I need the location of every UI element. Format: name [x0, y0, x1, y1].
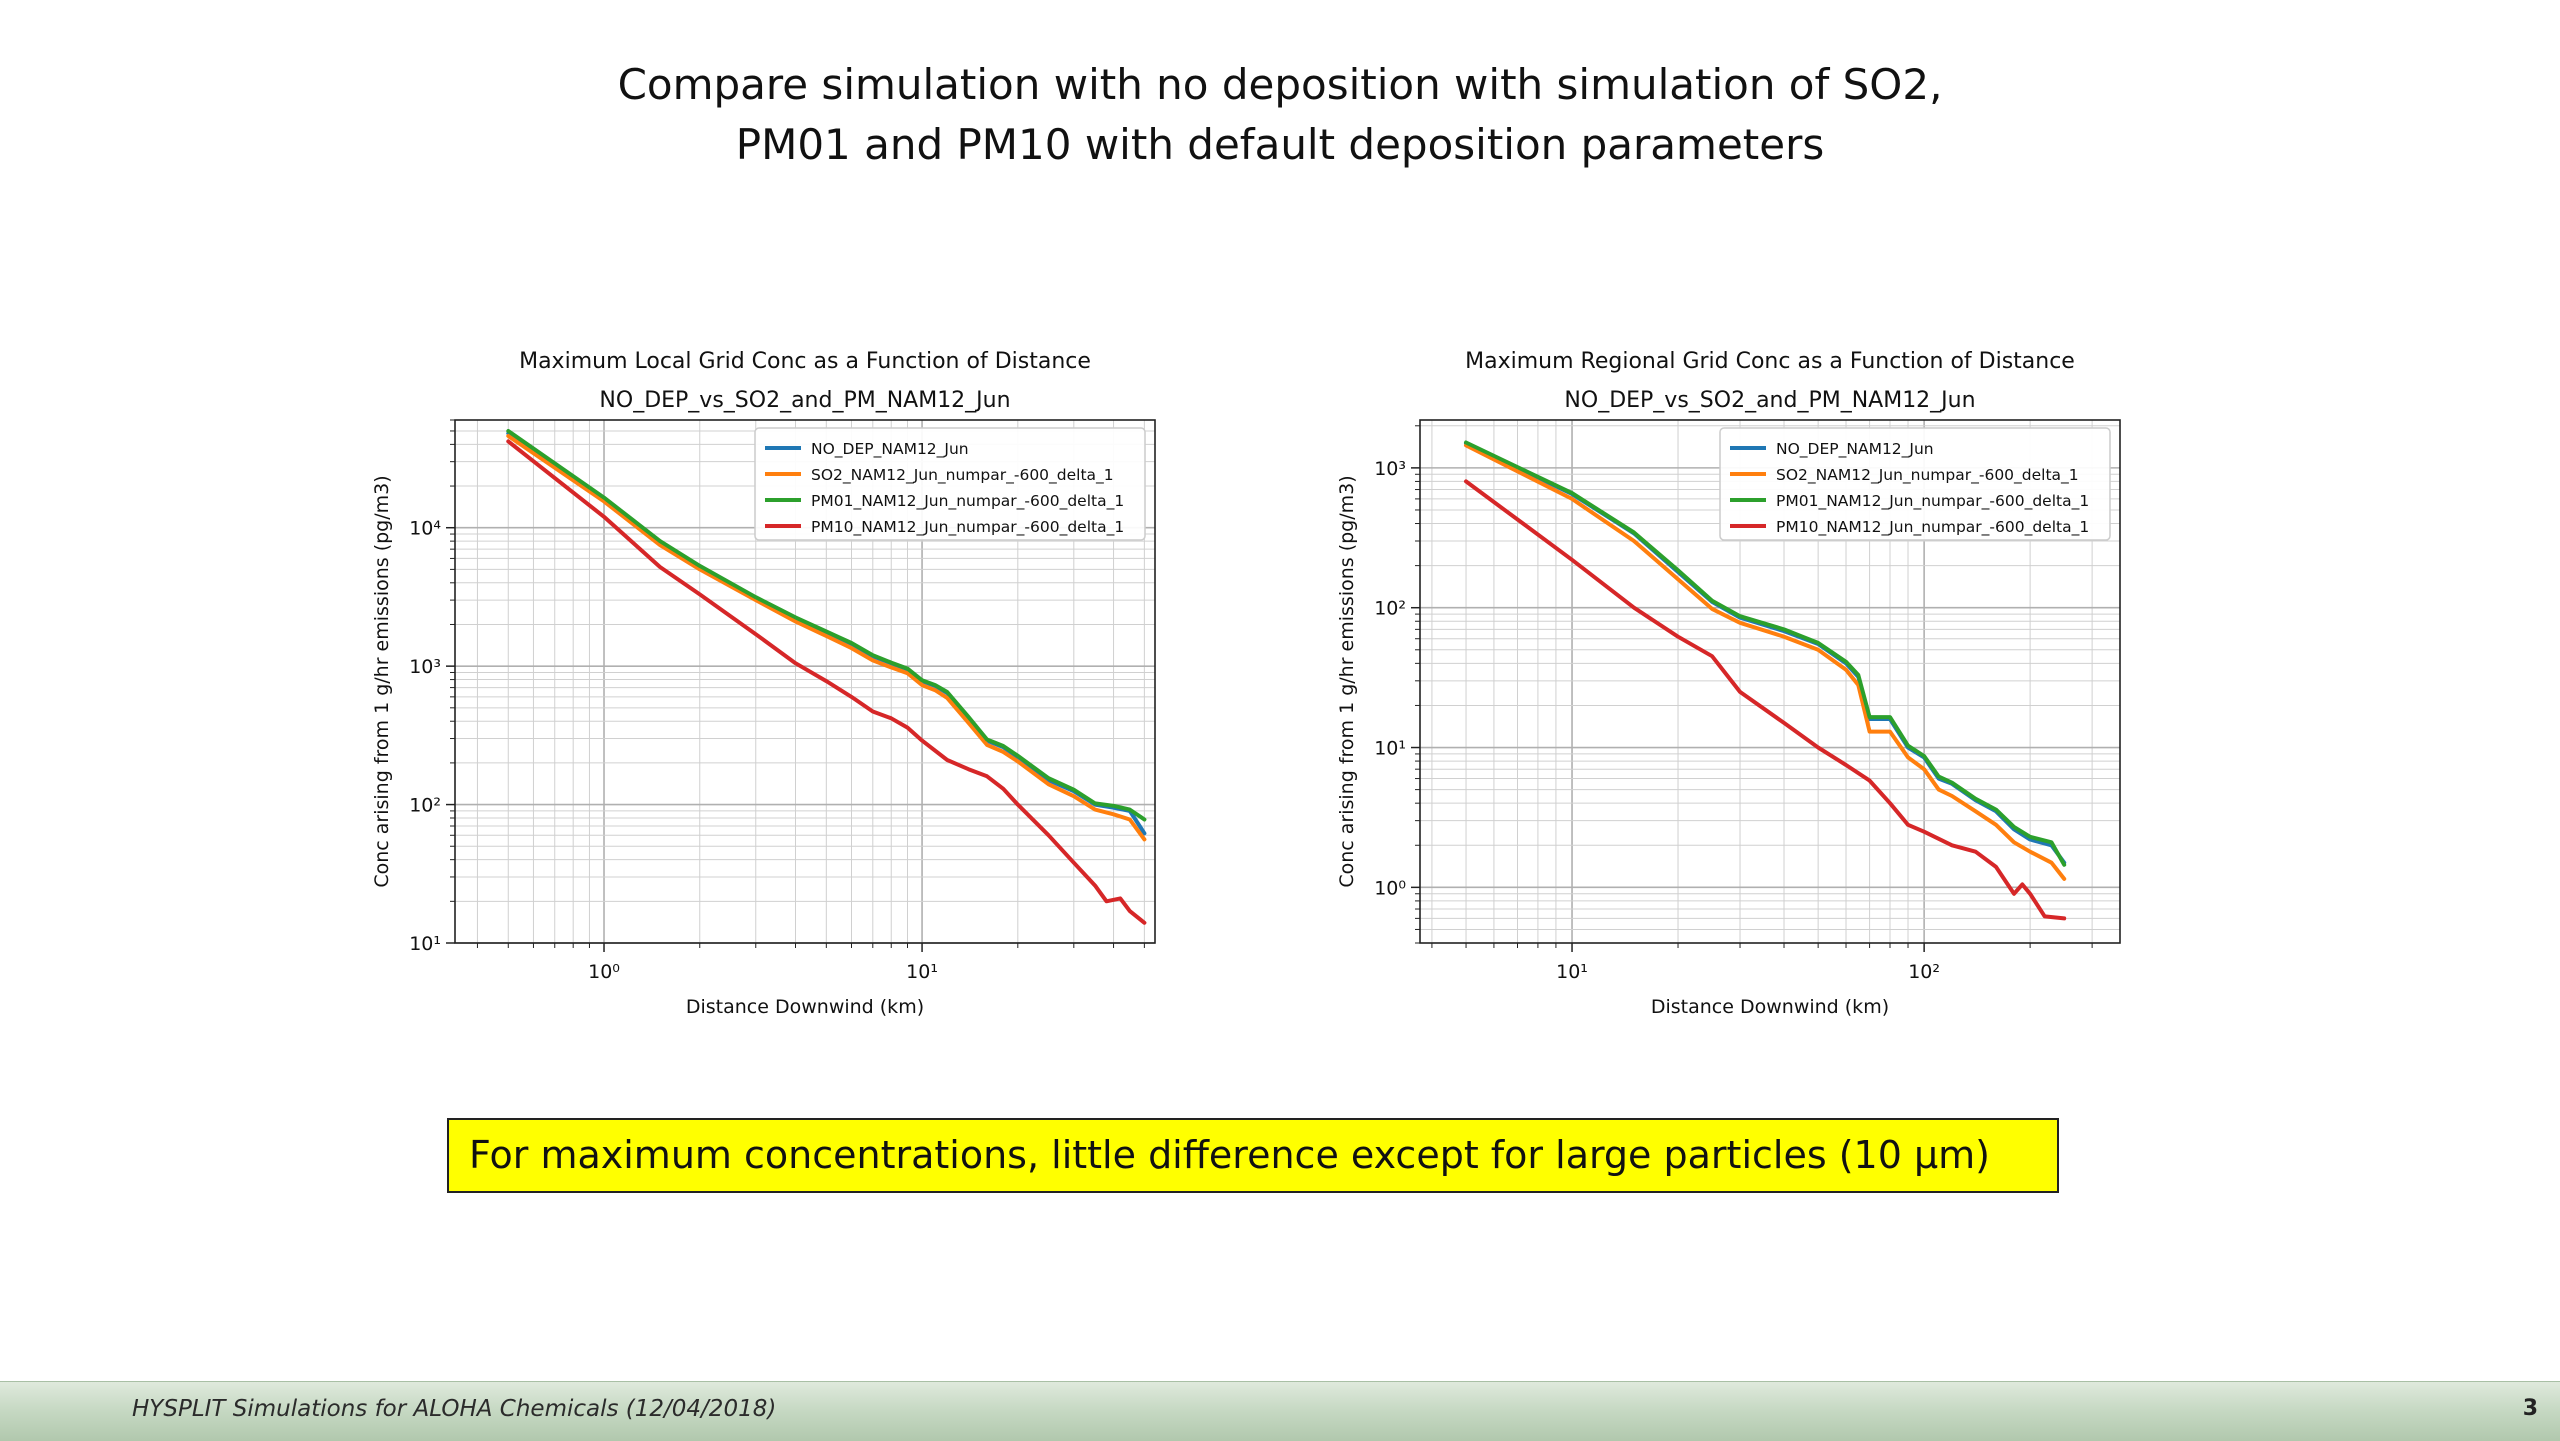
- series-lines: [506, 429, 1147, 925]
- series-line-4: [1464, 479, 2067, 921]
- series-line-3: [1464, 440, 2067, 867]
- y-tick-label: 10¹: [1374, 738, 1406, 760]
- legend-box: [1719, 427, 2111, 541]
- footer-text: HYSPLIT Simulations for ALOHA Chemicals …: [132, 1396, 777, 1422]
- x-tick-label: 10²: [1908, 961, 1940, 983]
- y-tick-label: 10³: [409, 656, 441, 678]
- y-gridlines: [1420, 425, 2120, 944]
- legend-label: NO_DEP_NAM12_Jun: [1776, 440, 1934, 459]
- plot-frame: [1419, 419, 2121, 944]
- y-tick-label: 10²: [409, 795, 441, 817]
- slide-title-line-2: PM01 and PM10 with default deposition pa…: [735, 120, 1825, 169]
- x-axis-label: Distance Downwind (km): [1651, 996, 1889, 1018]
- legend-label: PM01_NAM12_Jun_numpar_-600_delta_1: [811, 492, 1124, 511]
- regional-conc-chart: Maximum Regional Grid Conc as a Function…: [1336, 349, 2121, 1018]
- x-tick-label: 10¹: [906, 961, 938, 983]
- y-tick-label: 10²: [1374, 598, 1406, 620]
- slide-title: Compare simulation with no deposition wi…: [380, 55, 2180, 175]
- y-tick-label: 10³: [1374, 458, 1406, 480]
- x-tick-label: 10⁰: [588, 961, 620, 983]
- series-line-3: [506, 429, 1147, 822]
- legend-box: [754, 427, 1146, 541]
- minor-ticks: [1415, 425, 2093, 948]
- legend: NO_DEP_NAM12_Jun SO2_NAM12_Jun_numpar_-60…: [754, 427, 1146, 541]
- callout-text: For maximum concentrations, little diffe…: [469, 1133, 1990, 1177]
- chart-subtitle: NO_DEP_vs_SO2_and_PM_NAM12_Jun: [599, 388, 1010, 413]
- y-axis-label: Conc arising from 1 g/hr emissions (pg/m…: [371, 475, 393, 887]
- y-axis-label: Conc arising from 1 g/hr emissions (pg/m…: [1336, 475, 1358, 887]
- legend-label: SO2_NAM12_Jun_numpar_-600_delta_1: [811, 466, 1114, 485]
- chart-subtitle: NO_DEP_vs_SO2_and_PM_NAM12_Jun: [1564, 388, 1975, 413]
- local-conc-chart: Maximum Local Grid Conc as a Function of…: [371, 349, 1156, 1018]
- legend-label: SO2_NAM12_Jun_numpar_-600_delta_1: [1776, 466, 2079, 485]
- series-line-2: [1464, 443, 2067, 881]
- footer-bar: HYSPLIT Simulations for ALOHA Chemicals …: [0, 1381, 2560, 1441]
- series-line-4: [506, 439, 1147, 925]
- y-tick-label: 10⁰: [1374, 877, 1406, 899]
- minor-ticks: [450, 419, 1145, 948]
- x-tick-label: 10¹: [1556, 961, 1588, 983]
- series-line-2: [506, 434, 1147, 842]
- x-axis-label: Distance Downwind (km): [686, 996, 924, 1018]
- legend: NO_DEP_NAM12_Jun SO2_NAM12_Jun_numpar_-60…: [1719, 427, 2111, 541]
- slide-title-line-1: Compare simulation with no deposition wi…: [617, 60, 1943, 109]
- chart-title: Maximum Local Grid Conc as a Function of…: [519, 349, 1091, 374]
- page-number: 3: [2522, 1396, 2538, 1421]
- y-tick-label: 10¹: [409, 933, 441, 955]
- plot-frame: [454, 419, 1156, 944]
- legend-label: NO_DEP_NAM12_Jun: [811, 440, 969, 459]
- series-lines: [1464, 440, 2067, 921]
- legend-label: PM10_NAM12_Jun_numpar_-600_delta_1: [811, 518, 1124, 537]
- legend-label: PM10_NAM12_Jun_numpar_-600_delta_1: [1776, 518, 2089, 537]
- legend-label: PM01_NAM12_Jun_numpar_-600_delta_1: [1776, 492, 2089, 511]
- callout-box: For maximum concentrations, little diffe…: [447, 1118, 2059, 1193]
- chart-title: Maximum Regional Grid Conc as a Function…: [1465, 349, 2075, 374]
- y-tick-label: 10⁴: [409, 518, 441, 540]
